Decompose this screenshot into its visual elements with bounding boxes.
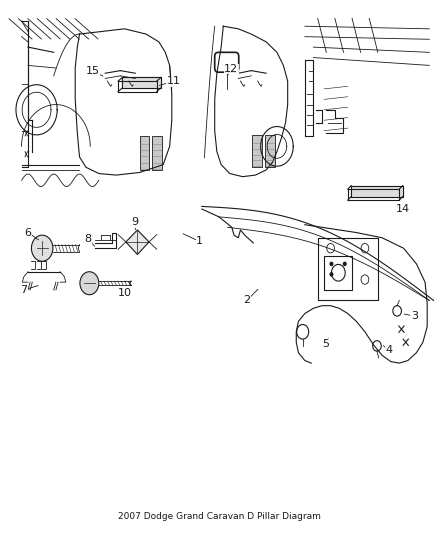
Text: 14: 14	[396, 204, 410, 214]
Circle shape	[330, 273, 333, 276]
Text: 10: 10	[117, 288, 131, 297]
Text: 5: 5	[322, 339, 329, 349]
Text: 7: 7	[20, 285, 27, 295]
Polygon shape	[351, 185, 403, 197]
Circle shape	[330, 262, 333, 265]
Text: 2: 2	[244, 295, 251, 305]
Text: 1: 1	[196, 237, 203, 246]
FancyBboxPatch shape	[140, 136, 149, 170]
Polygon shape	[126, 230, 149, 254]
Text: 6: 6	[25, 228, 32, 238]
FancyBboxPatch shape	[324, 256, 352, 290]
Text: 12: 12	[224, 64, 238, 74]
FancyBboxPatch shape	[215, 52, 239, 72]
Text: 11: 11	[167, 76, 181, 86]
FancyBboxPatch shape	[252, 135, 262, 167]
Text: 4: 4	[385, 345, 392, 355]
FancyBboxPatch shape	[152, 136, 162, 170]
Circle shape	[32, 235, 53, 261]
Text: 2007 Dodge Grand Caravan D Pillar Diagram: 2007 Dodge Grand Caravan D Pillar Diagra…	[117, 512, 321, 521]
Text: 3: 3	[411, 311, 418, 321]
Text: 15: 15	[85, 66, 99, 76]
Text: 9: 9	[132, 217, 139, 227]
Polygon shape	[123, 77, 161, 88]
Circle shape	[80, 272, 99, 295]
FancyBboxPatch shape	[265, 135, 275, 167]
Text: 8: 8	[85, 235, 92, 244]
Circle shape	[343, 262, 346, 265]
